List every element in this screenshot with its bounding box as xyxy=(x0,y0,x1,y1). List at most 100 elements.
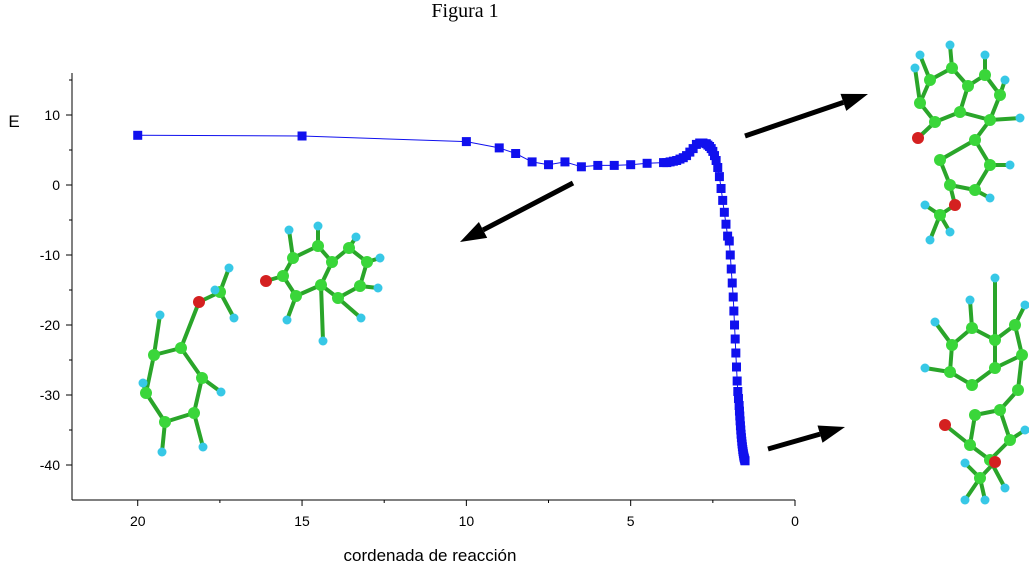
atom xyxy=(929,116,941,128)
atom xyxy=(1015,113,1025,123)
data-point xyxy=(731,348,741,358)
data-point xyxy=(718,195,728,205)
x-tick-label: 15 xyxy=(294,513,310,529)
data-point xyxy=(527,157,537,167)
molecule-top-right xyxy=(910,40,1025,245)
atom xyxy=(912,132,924,144)
atom xyxy=(960,495,970,505)
atom xyxy=(964,439,976,451)
molecule-bottom-right xyxy=(920,273,1029,505)
atom xyxy=(965,295,975,305)
atom xyxy=(1016,349,1028,361)
data-point xyxy=(725,250,735,260)
atom xyxy=(351,232,361,242)
atom xyxy=(934,209,946,221)
data-point xyxy=(494,143,504,153)
atom xyxy=(188,407,200,419)
atom xyxy=(946,62,958,74)
atom xyxy=(969,409,981,421)
data-point xyxy=(732,362,742,372)
data-point xyxy=(714,172,724,182)
atom xyxy=(193,296,205,308)
bond xyxy=(152,313,162,357)
data-point xyxy=(727,278,737,288)
bond xyxy=(938,138,977,162)
atom xyxy=(196,372,208,384)
y-tick-label: 10 xyxy=(44,107,60,123)
atom xyxy=(944,366,956,378)
bond xyxy=(179,346,204,380)
atom xyxy=(994,89,1006,101)
atom xyxy=(979,69,991,81)
data-point xyxy=(732,376,742,386)
y-tick-label: -30 xyxy=(40,387,60,403)
data-point xyxy=(716,184,726,193)
data-point xyxy=(593,160,603,170)
data-point xyxy=(544,160,554,170)
atom xyxy=(966,379,978,391)
atom xyxy=(356,313,366,323)
data-point xyxy=(729,306,739,316)
atom xyxy=(914,97,926,109)
atom xyxy=(216,387,226,397)
atom xyxy=(313,221,323,231)
atom xyxy=(994,404,1006,416)
atom xyxy=(989,362,1001,374)
atom xyxy=(969,134,981,146)
data-point xyxy=(734,401,744,410)
atom xyxy=(332,292,344,304)
atom xyxy=(949,199,961,211)
data-point xyxy=(734,406,744,416)
arrow-shaft xyxy=(481,180,575,233)
figure-title: Figura 1 xyxy=(431,0,499,22)
atom xyxy=(1020,300,1029,310)
atom xyxy=(920,200,930,210)
data-point xyxy=(726,264,736,274)
atom xyxy=(920,363,930,373)
data-point xyxy=(461,137,471,147)
molecule-middle xyxy=(260,221,385,346)
arrow-head xyxy=(840,93,868,111)
atom xyxy=(140,387,152,399)
data-point xyxy=(711,156,721,165)
series-1 xyxy=(133,130,750,466)
data-point xyxy=(713,163,723,172)
arrow xyxy=(460,180,575,242)
data-point xyxy=(609,160,619,170)
axes: 20 15 10 5 0 10 0 -10 -20 -30 -40 xyxy=(40,73,799,529)
data-point xyxy=(733,394,743,403)
atom xyxy=(287,252,299,264)
data-point xyxy=(735,411,745,421)
atom xyxy=(175,342,187,354)
atom xyxy=(343,242,355,254)
atom xyxy=(326,256,338,268)
data-point xyxy=(709,151,719,161)
atom xyxy=(966,322,978,334)
molecule-left xyxy=(138,263,239,457)
y-tick-label: -10 xyxy=(40,247,60,263)
atom xyxy=(1012,384,1024,396)
atom xyxy=(962,80,974,92)
atom xyxy=(980,495,990,505)
atom xyxy=(375,253,385,263)
atom xyxy=(1004,434,1016,446)
data-point xyxy=(723,231,733,241)
arrow-head xyxy=(817,425,845,443)
atom xyxy=(282,315,292,325)
atom xyxy=(1009,319,1021,331)
atom xyxy=(924,74,936,86)
atom xyxy=(915,50,925,60)
atom xyxy=(361,256,373,268)
x-tick-label: 0 xyxy=(791,513,799,529)
atom xyxy=(1000,75,1010,85)
atom xyxy=(960,458,970,468)
atom xyxy=(1000,483,1010,493)
data-point xyxy=(297,131,307,141)
atom xyxy=(1005,160,1015,170)
data-point xyxy=(733,387,743,396)
atom xyxy=(155,310,165,320)
data-point xyxy=(724,236,734,246)
y-tick-label: 0 xyxy=(52,177,60,193)
atom xyxy=(229,313,239,323)
atom xyxy=(910,63,920,73)
